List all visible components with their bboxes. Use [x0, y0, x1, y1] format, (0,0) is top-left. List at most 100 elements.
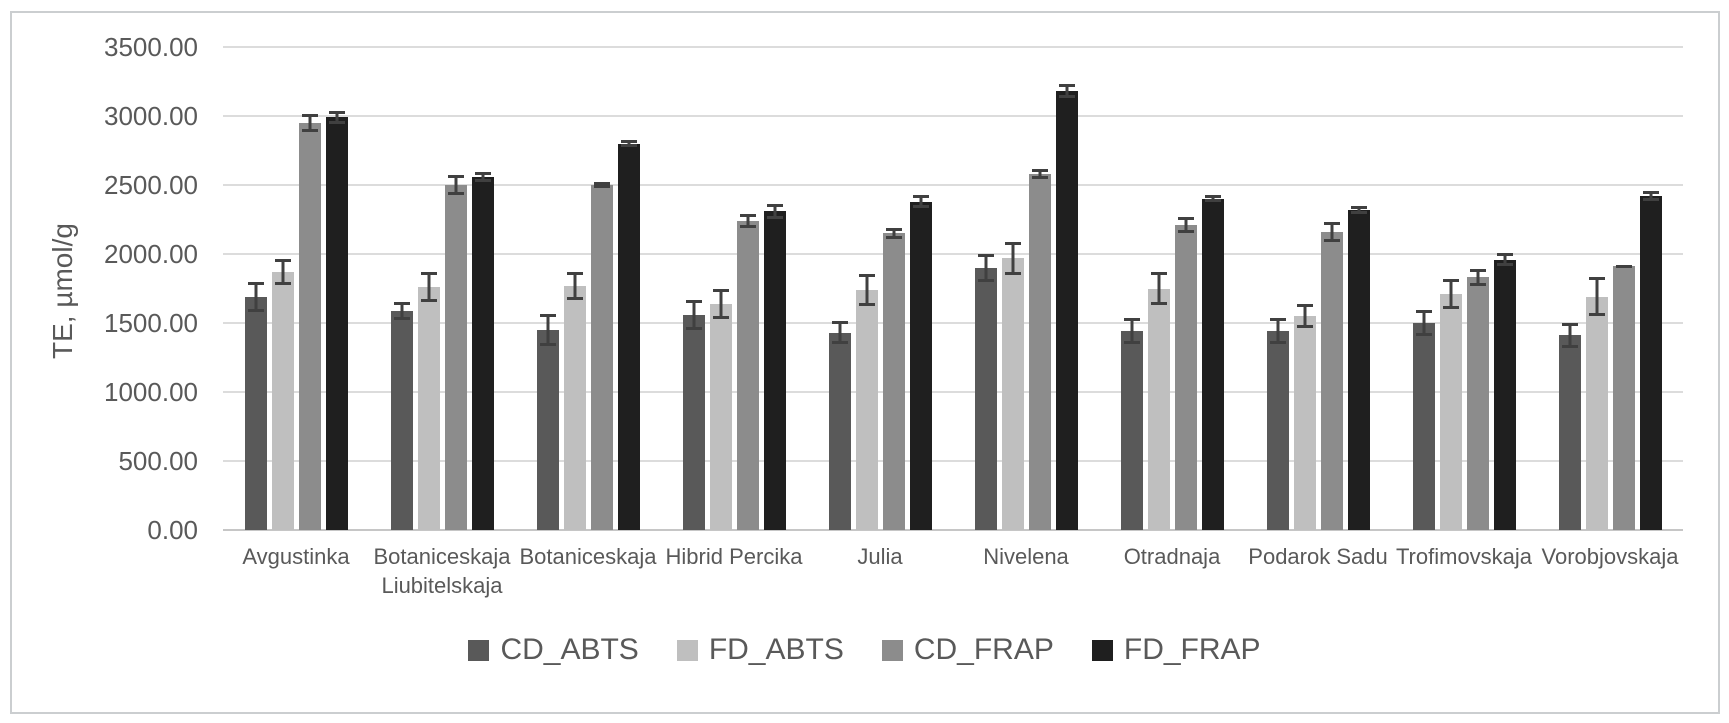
error-bar — [1615, 264, 1632, 269]
error-bar-cap — [1642, 197, 1659, 201]
error-bar-cap — [1004, 241, 1021, 245]
error-bar-cap — [1296, 324, 1313, 328]
error-bar — [247, 281, 264, 312]
error-bar — [1296, 304, 1313, 328]
bar-fd_abts — [271, 258, 294, 530]
error-bar-stem — [773, 203, 776, 219]
error-bar — [858, 274, 875, 306]
error-bar-stem — [1649, 191, 1652, 201]
bar-cluster — [807, 47, 953, 530]
error-bar-cap — [885, 235, 902, 239]
gridline — [223, 184, 1683, 186]
error-bar-cap — [1296, 304, 1313, 308]
gridline — [223, 460, 1683, 462]
error-bar-cap — [274, 258, 291, 262]
error-bar-stem — [984, 254, 987, 282]
legend-item-cd_abts: CD_ABTS — [468, 633, 639, 667]
error-bar-cap — [1415, 309, 1432, 313]
error-bar-cap — [566, 296, 583, 300]
bar-cd_abts — [974, 254, 997, 530]
legend: CD_ABTS FD_ABTS CD_FRAP FD_FRAP — [0, 633, 1729, 667]
error-bar-cap — [328, 110, 345, 114]
legend-swatch — [468, 639, 490, 661]
error-bar-cap — [301, 128, 318, 132]
error-bar-cap — [1269, 318, 1286, 322]
category-label: Trofimovskaja — [1395, 544, 1533, 569]
gridline — [223, 322, 1683, 324]
bar-cd_frap — [444, 175, 467, 530]
legend-label: CD_FRAP — [913, 633, 1054, 666]
error-bar-cap — [593, 182, 610, 186]
error-bar — [1350, 205, 1367, 214]
error-bar — [1469, 268, 1486, 287]
error-bar-cap — [739, 214, 756, 217]
error-bar-cap — [474, 178, 491, 182]
error-bar-stem — [546, 314, 549, 346]
bar-cd_frap — [736, 214, 759, 530]
error-bar — [447, 175, 464, 195]
error-bar-cap — [912, 195, 929, 199]
legend-label: FD_FRAP — [1123, 633, 1261, 666]
error-bar-cap — [977, 254, 994, 258]
bar-cd_frap — [590, 182, 613, 530]
error-bar-stem — [746, 214, 749, 228]
error-bar-stem — [427, 271, 430, 303]
error-bar-cap — [685, 326, 702, 330]
error-bar — [739, 214, 756, 228]
error-bar-stem — [919, 195, 922, 208]
error-bar-cap — [1496, 253, 1513, 257]
error-bar-cap — [1469, 268, 1486, 272]
error-bar-cap — [247, 308, 264, 312]
bar-fd_frap — [471, 171, 494, 530]
error-bar-stem — [838, 320, 841, 345]
error-bar — [274, 258, 291, 286]
error-bar — [1323, 221, 1340, 243]
legend-swatch — [676, 639, 698, 661]
error-bar-cap — [1469, 283, 1486, 287]
bar-cluster — [369, 47, 515, 530]
error-bar-cap — [858, 274, 875, 278]
error-bar-cap — [1150, 271, 1167, 275]
error-bar-stem — [627, 140, 630, 148]
error-bar-stem — [1449, 278, 1452, 310]
error-bar-stem — [400, 301, 403, 320]
error-bar-cap — [566, 271, 583, 275]
bar-fd_frap — [325, 110, 348, 530]
gridline — [223, 253, 1683, 255]
error-bar — [1269, 318, 1286, 345]
error-bar-cap — [274, 282, 291, 286]
error-bar — [1004, 241, 1021, 275]
error-bar — [474, 171, 491, 182]
error-bar-cap — [247, 281, 264, 285]
bar-cd_abts — [1266, 318, 1289, 530]
bar-cluster — [1245, 47, 1391, 530]
category-label: Botaniceskaja Liubitelskaja — [373, 544, 511, 598]
error-bar-cap — [593, 184, 610, 188]
bar-cd_frap — [882, 227, 905, 530]
bar-cd_frap — [1174, 216, 1197, 530]
error-bar-cap — [1561, 323, 1578, 327]
error-bar-cap — [1615, 264, 1632, 268]
error-bar-stem — [1330, 221, 1333, 243]
legend-label: CD_ABTS — [500, 633, 639, 666]
category-label: Nivelena — [983, 544, 1069, 569]
error-bar-cap — [1031, 175, 1048, 179]
bar-cd_abts — [1558, 323, 1581, 530]
bar-fd_frap — [1493, 253, 1516, 530]
bar-cd_abts — [682, 299, 705, 530]
category-label: Botaniceskaja — [519, 544, 657, 569]
error-bar-cap — [1496, 262, 1513, 266]
error-bar-cap — [301, 113, 318, 117]
error-bar — [831, 320, 848, 345]
legend-label: FD_ABTS — [708, 633, 844, 666]
y-tick-label: 3500.00 — [104, 32, 198, 62]
error-bar-cap — [1058, 84, 1075, 88]
error-bar-cap — [1031, 169, 1048, 173]
error-bar-stem — [254, 281, 257, 312]
bar-cluster — [223, 47, 369, 530]
bar-fd_frap — [617, 140, 640, 530]
error-bar-cap — [858, 302, 875, 306]
error-bar-cap — [1323, 221, 1340, 225]
bar-fd_abts — [1001, 241, 1024, 530]
bar-cd_frap — [298, 113, 321, 530]
